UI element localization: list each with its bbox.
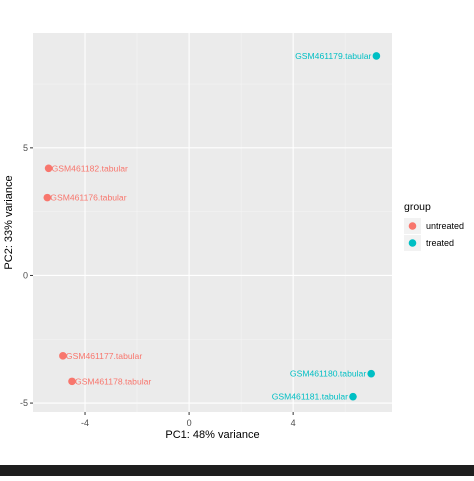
data-label: GSM461179.tabular bbox=[295, 51, 371, 61]
legend: group untreated treated bbox=[404, 201, 464, 251]
legend-key-untreated bbox=[408, 222, 417, 230]
data-label: GSM461178.tabular bbox=[75, 376, 151, 386]
data-points: GSM461182.tabular GSM461176.tabular GSM461… bbox=[43, 51, 381, 402]
legend-title: group bbox=[404, 201, 431, 213]
x-tick-label: -4 bbox=[81, 418, 89, 428]
y-tick-label: 5 bbox=[23, 143, 28, 153]
data-label: GSM461181.tabular bbox=[272, 392, 348, 402]
data-point-treated bbox=[367, 369, 375, 378]
data-point-untreated bbox=[44, 164, 53, 173]
x-tick-label: 0 bbox=[187, 418, 192, 428]
plot-panel bbox=[33, 33, 392, 412]
y-axis-label: PC2: 33% variance bbox=[3, 175, 15, 269]
data-point-untreated bbox=[68, 377, 76, 386]
data-point-untreated bbox=[43, 193, 52, 202]
axis-ticks: -4 0 4 -5 0 5 bbox=[20, 143, 296, 428]
bottom-bar bbox=[0, 465, 474, 476]
legend-label-treated: treated bbox=[426, 238, 454, 248]
data-point-treated bbox=[372, 52, 381, 60]
legend-key-treated bbox=[408, 239, 417, 247]
y-tick-label: 0 bbox=[23, 270, 28, 280]
data-label: GSM461182.tabular bbox=[52, 163, 128, 173]
data-label: GSM461177.tabular bbox=[66, 351, 142, 361]
legend-label-untreated: untreated bbox=[426, 221, 464, 231]
data-point-untreated bbox=[59, 352, 67, 360]
grid-lines bbox=[33, 33, 392, 412]
y-tick-label: -5 bbox=[20, 398, 28, 408]
data-label: GSM461180.tabular bbox=[290, 369, 366, 379]
x-axis-label: PC1: 48% variance bbox=[165, 429, 259, 441]
data-point-treated bbox=[349, 392, 357, 401]
data-label: GSM461176.tabular bbox=[50, 193, 126, 203]
x-tick-label: 4 bbox=[291, 418, 296, 428]
